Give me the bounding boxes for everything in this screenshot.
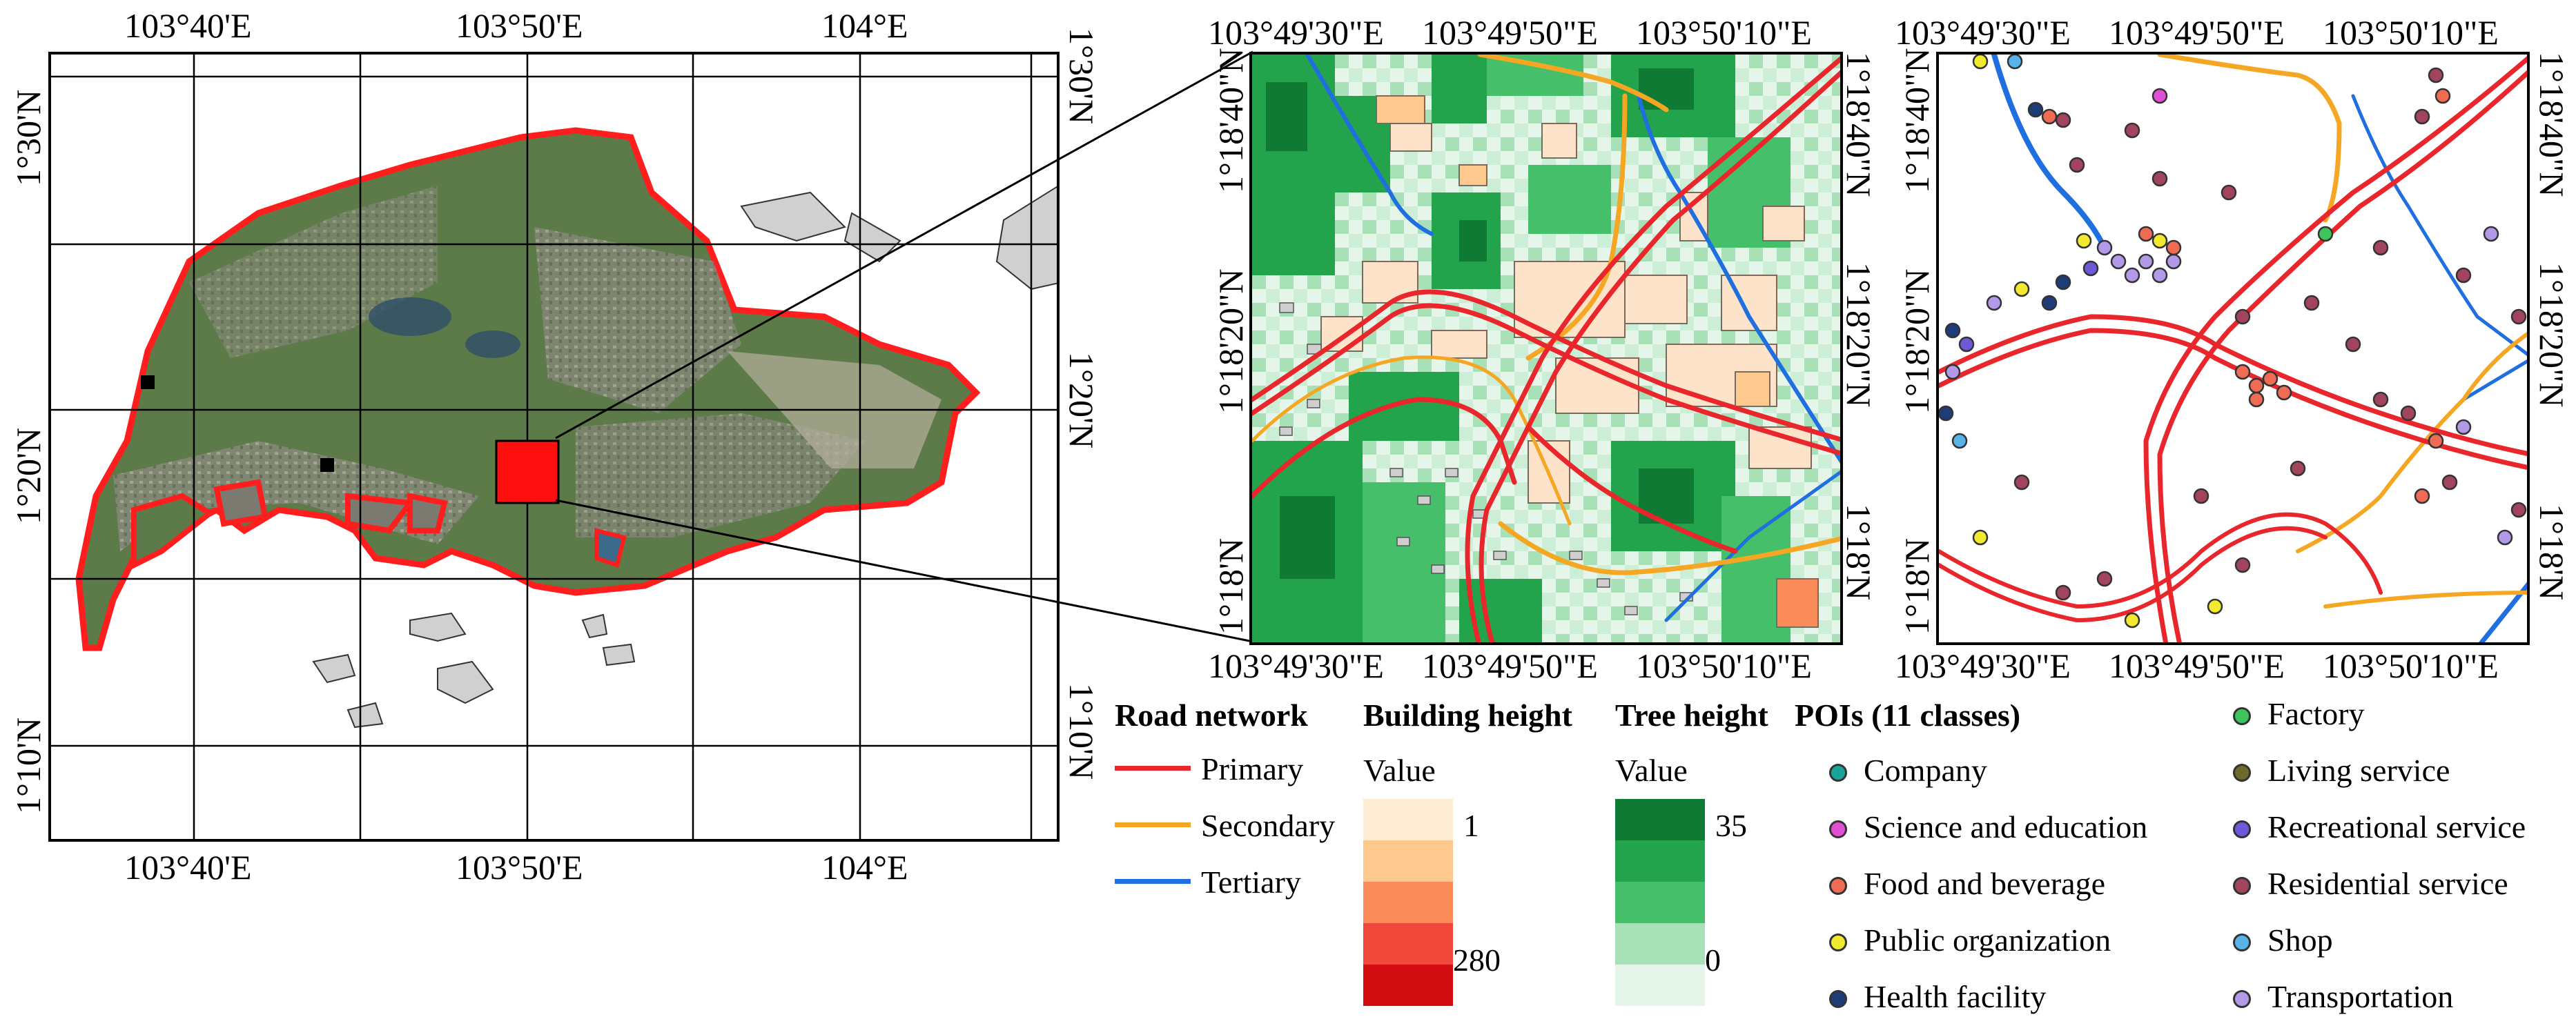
legend-tree-min: 0 <box>1705 942 1721 978</box>
zoom-right-bottom-tick: 103°50'10"E <box>2323 646 2499 685</box>
legend-tertiary-line <box>1115 879 1191 884</box>
zoom-left-canvas <box>1252 55 1840 642</box>
overview-frame <box>48 52 1060 842</box>
zoom-left-bottom-tick: 103°50'10"E <box>1636 646 1812 685</box>
overview-canvas <box>51 55 1057 839</box>
legend-building-min: 1 <box>1463 808 1479 843</box>
legend-building-value-label: Value <box>1363 753 1436 788</box>
zoom-right-left-tick: 1°18'40"N <box>1897 48 1936 193</box>
overview-bottom-tick: 104°E <box>821 848 908 887</box>
zoom-left-right-tick: 1°18'40"N <box>1840 52 1878 197</box>
zoom-left-left-tick: 1°18'N <box>1211 537 1250 635</box>
zoom-right-frame <box>1936 52 2530 645</box>
overview-right-tick: 1°30'N <box>1062 28 1101 125</box>
legend-poi-recreational-dot <box>2233 820 2251 838</box>
overview-bottom-tick: 103°50'E <box>456 848 583 887</box>
zoom-left-bottom-tick: 103°49'50"E <box>1422 646 1598 685</box>
legend-poi-food: Food and beverage <box>1864 866 2105 901</box>
legend-poi-company-dot <box>1829 764 1847 782</box>
zoom-right-left-tick: 1°18'N <box>1897 537 1936 635</box>
legend-tertiary-label: Tertiary <box>1201 864 1301 900</box>
zoom-left-left-tick: 1°18'20"N <box>1211 268 1250 414</box>
legend-secondary-line <box>1115 822 1191 827</box>
poi-points <box>1939 55 2527 629</box>
legend-tree-max: 35 <box>1715 808 1747 843</box>
zoom-right-right-tick: 1°18'N <box>2533 504 2571 601</box>
legend-poi-residential: Residential service <box>2267 866 2508 901</box>
zoom-left-left-tick: 1°18'40"N <box>1211 48 1250 193</box>
overview-left-tick: 1°10'N <box>9 717 48 814</box>
legend-poi-public: Public organization <box>1864 922 2111 958</box>
legend-road-title: Road network <box>1115 698 1308 733</box>
legend-building-title: Building height <box>1363 698 1572 733</box>
legend-poi-living: Living service <box>2267 753 2450 788</box>
legend-poi-food-dot <box>1829 877 1847 895</box>
legend-poi-science: Science and education <box>1864 809 2148 844</box>
legend-poi-recreational: Recreational service <box>2267 809 2526 844</box>
legend-building-max: 280 <box>1453 942 1501 978</box>
legend-poi-factory: Factory <box>2267 696 2365 731</box>
legend-poi-public-dot <box>1829 933 1847 951</box>
legend-poi-science-dot <box>1829 820 1847 838</box>
zoom-right-canvas <box>1939 55 2527 642</box>
legend-primary-label: Primary <box>1201 751 1304 787</box>
legend-poi-residential-dot <box>2233 877 2251 895</box>
legend-tree-title: Tree height <box>1615 698 1768 733</box>
zoom-right-top-tick: 103°50'10"E <box>2323 13 2499 52</box>
legend-poi-health: Health facility <box>1864 979 2047 1014</box>
zoom-right-right-tick: 1°18'20"N <box>2533 262 2571 408</box>
zoom-right-right-tick: 1°18'40"N <box>2533 52 2571 197</box>
legend-poi-health-dot <box>1829 990 1847 1008</box>
zoom-right-top-tick: 103°49'30"E <box>1895 13 2071 52</box>
overview-right-tick: 1°20'N <box>1062 352 1101 449</box>
zoom-left-top-tick: 103°49'30"E <box>1208 13 1384 52</box>
legend-secondary-label: Secondary <box>1201 808 1336 843</box>
overview-top-tick: 103°50'E <box>456 6 583 45</box>
zoom-left-right-tick: 1°18'N <box>1840 504 1878 601</box>
legend-poi-transportation-dot <box>2233 990 2251 1008</box>
legend-primary-line <box>1115 766 1191 771</box>
zoom-left-bottom-tick: 103°49'30"E <box>1208 646 1384 685</box>
zoom-right-left-tick: 1°18'20"N <box>1897 268 1936 414</box>
legend-poi-shop-dot <box>2233 933 2251 951</box>
legend-poi-title: POIs (11 classes) <box>1795 698 2021 733</box>
zoom-left-top-tick: 103°50'10"E <box>1636 13 1812 52</box>
zoom-right-bottom-tick: 103°49'50"E <box>2109 646 2285 685</box>
overview-top-tick: 104°E <box>821 6 908 45</box>
zoom-right-top-tick: 103°49'50"E <box>2109 13 2285 52</box>
overview-top-tick: 103°40'E <box>124 6 252 45</box>
legend-poi-transportation: Transportation <box>2267 979 2454 1014</box>
overview-left-tick: 1°20'N <box>9 427 48 524</box>
legend-poi-shop: Shop <box>2267 922 2333 958</box>
zoom-left-frame <box>1249 52 1843 645</box>
overview-left-tick: 1°30'N <box>9 89 48 186</box>
legend-tree-value-label: Value <box>1615 753 1688 788</box>
study-area-box <box>495 439 560 504</box>
legend-poi-company: Company <box>1864 753 1987 788</box>
zoom-left-top-tick: 103°49'50"E <box>1422 13 1598 52</box>
overview-right-tick: 1°10'N <box>1062 683 1101 780</box>
legend-poi-living-dot <box>2233 764 2251 782</box>
zoom-right-bottom-tick: 103°49'30"E <box>1895 646 2071 685</box>
zoom-left-right-tick: 1°18'20"N <box>1840 262 1878 408</box>
legend-poi-factory-dot <box>2233 707 2251 725</box>
overview-bottom-tick: 103°40'E <box>124 848 252 887</box>
